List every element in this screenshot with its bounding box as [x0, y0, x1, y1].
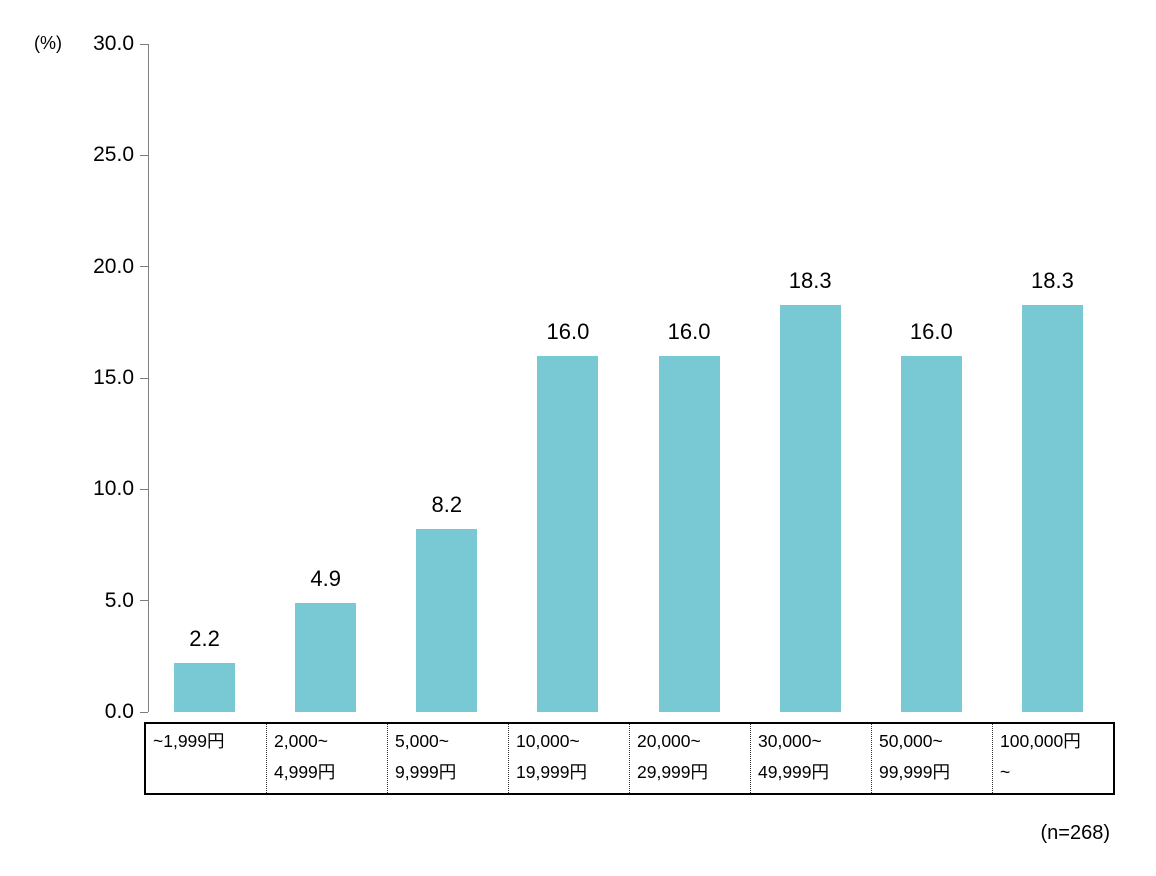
x-axis-category-box: ~1,999円 2,000~ 4,999円 5,000~ 9,999円 10,000~…: [144, 722, 1115, 795]
x-axis-category-cell: 10,000~ 19,999円: [508, 724, 629, 793]
y-axis-tick: [140, 43, 148, 45]
bar-value-label: 8.2: [431, 492, 463, 518]
x-axis-category-cell: ~1,999円: [153, 731, 225, 751]
x-axis-category-cell: 5,000~ 9,999円: [387, 724, 508, 793]
bar-value-label: 18.3: [1031, 267, 1074, 293]
y-axis-tick-label: 5.0: [104, 588, 134, 612]
y-axis-tick-label: 0.0: [104, 700, 134, 723]
x-axis-category-cell: 30,000~ 49,999円: [750, 724, 871, 793]
bar: [779, 304, 841, 712]
y-axis-tick: [140, 600, 148, 602]
bar-value-label: 4.9: [310, 565, 341, 591]
bar: [174, 663, 236, 712]
sample-size-note: (n=268): [1040, 822, 1111, 844]
bar: [416, 529, 478, 712]
y-axis-tick-label: 15.0: [93, 366, 134, 389]
x-axis-category-cell: 20,000~ 29,999円: [629, 724, 750, 793]
bar-value-label: 16.0: [546, 318, 590, 344]
y-axis-unit-label: (%): [34, 33, 62, 53]
x-axis-category-cell: 50,000~ 99,999円: [871, 724, 992, 793]
y-axis-tick: [140, 377, 148, 379]
y-axis-tick: [140, 488, 148, 490]
y-axis-tick-label: 25.0: [93, 143, 134, 167]
y-axis-tick: [140, 154, 148, 156]
y-axis-tick: [140, 266, 148, 268]
bar-value-label: 2.2: [189, 626, 220, 651]
bar: [295, 602, 357, 712]
y-axis-line: [148, 44, 149, 712]
bar-value-label: 16.0: [909, 318, 953, 344]
bar: [658, 355, 720, 712]
bar: [1021, 304, 1083, 712]
y-axis-tick-label: 30.0: [93, 32, 134, 55]
bar: [537, 355, 599, 712]
y-axis-tick-label: 20.0: [93, 254, 134, 278]
bar-value-label: 16.0: [667, 318, 711, 344]
bar: [900, 355, 962, 712]
x-axis-category-cell: 2,000~ 4,999円: [266, 724, 387, 793]
y-axis-tick: [140, 711, 148, 713]
y-axis-tick-label: 10.0: [93, 477, 134, 501]
x-axis-category-cell: 100,000円 ~: [992, 724, 1113, 793]
bar-value-label: 18.3: [788, 267, 832, 293]
